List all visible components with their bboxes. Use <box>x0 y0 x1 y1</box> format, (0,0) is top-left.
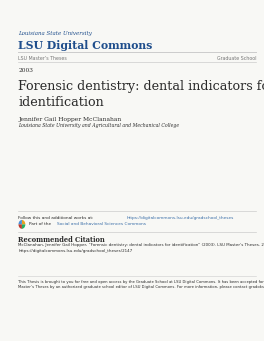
Wedge shape <box>18 220 22 224</box>
Text: McClanahan, Jennifer Gail Hopper, “Forensic dentistry: dental indicators for ide: McClanahan, Jennifer Gail Hopper, “Foren… <box>18 243 264 253</box>
Wedge shape <box>22 224 25 229</box>
Text: Part of the: Part of the <box>29 222 52 226</box>
Text: LSU Master’s Theses: LSU Master’s Theses <box>18 56 67 61</box>
Text: Graduate School: Graduate School <box>216 56 256 61</box>
Text: 2003: 2003 <box>18 68 33 73</box>
Text: Follow this and additional works at:: Follow this and additional works at: <box>18 216 95 220</box>
Text: Forensic dentistry: dental indicators for
identification: Forensic dentistry: dental indicators fo… <box>18 80 264 109</box>
Text: Louisiana State University and Agricultural and Mechanical College: Louisiana State University and Agricultu… <box>18 123 180 129</box>
Text: Social and Behavioral Sciences Commons: Social and Behavioral Sciences Commons <box>57 222 146 226</box>
Text: Louisiana State University: Louisiana State University <box>18 31 92 36</box>
Text: LSU Digital Commons: LSU Digital Commons <box>18 40 153 51</box>
Text: This Thesis is brought to you for free and open access by the Graduate School at: This Thesis is brought to you for free a… <box>18 280 264 289</box>
Text: Recommended Citation: Recommended Citation <box>18 236 105 244</box>
Text: Jennifer Gail Hopper McClanahan: Jennifer Gail Hopper McClanahan <box>18 117 122 122</box>
Wedge shape <box>18 224 22 229</box>
Wedge shape <box>22 220 25 224</box>
Text: https://digitalcommons.lsu.edu/gradschool_theses: https://digitalcommons.lsu.edu/gradschoo… <box>127 216 234 220</box>
